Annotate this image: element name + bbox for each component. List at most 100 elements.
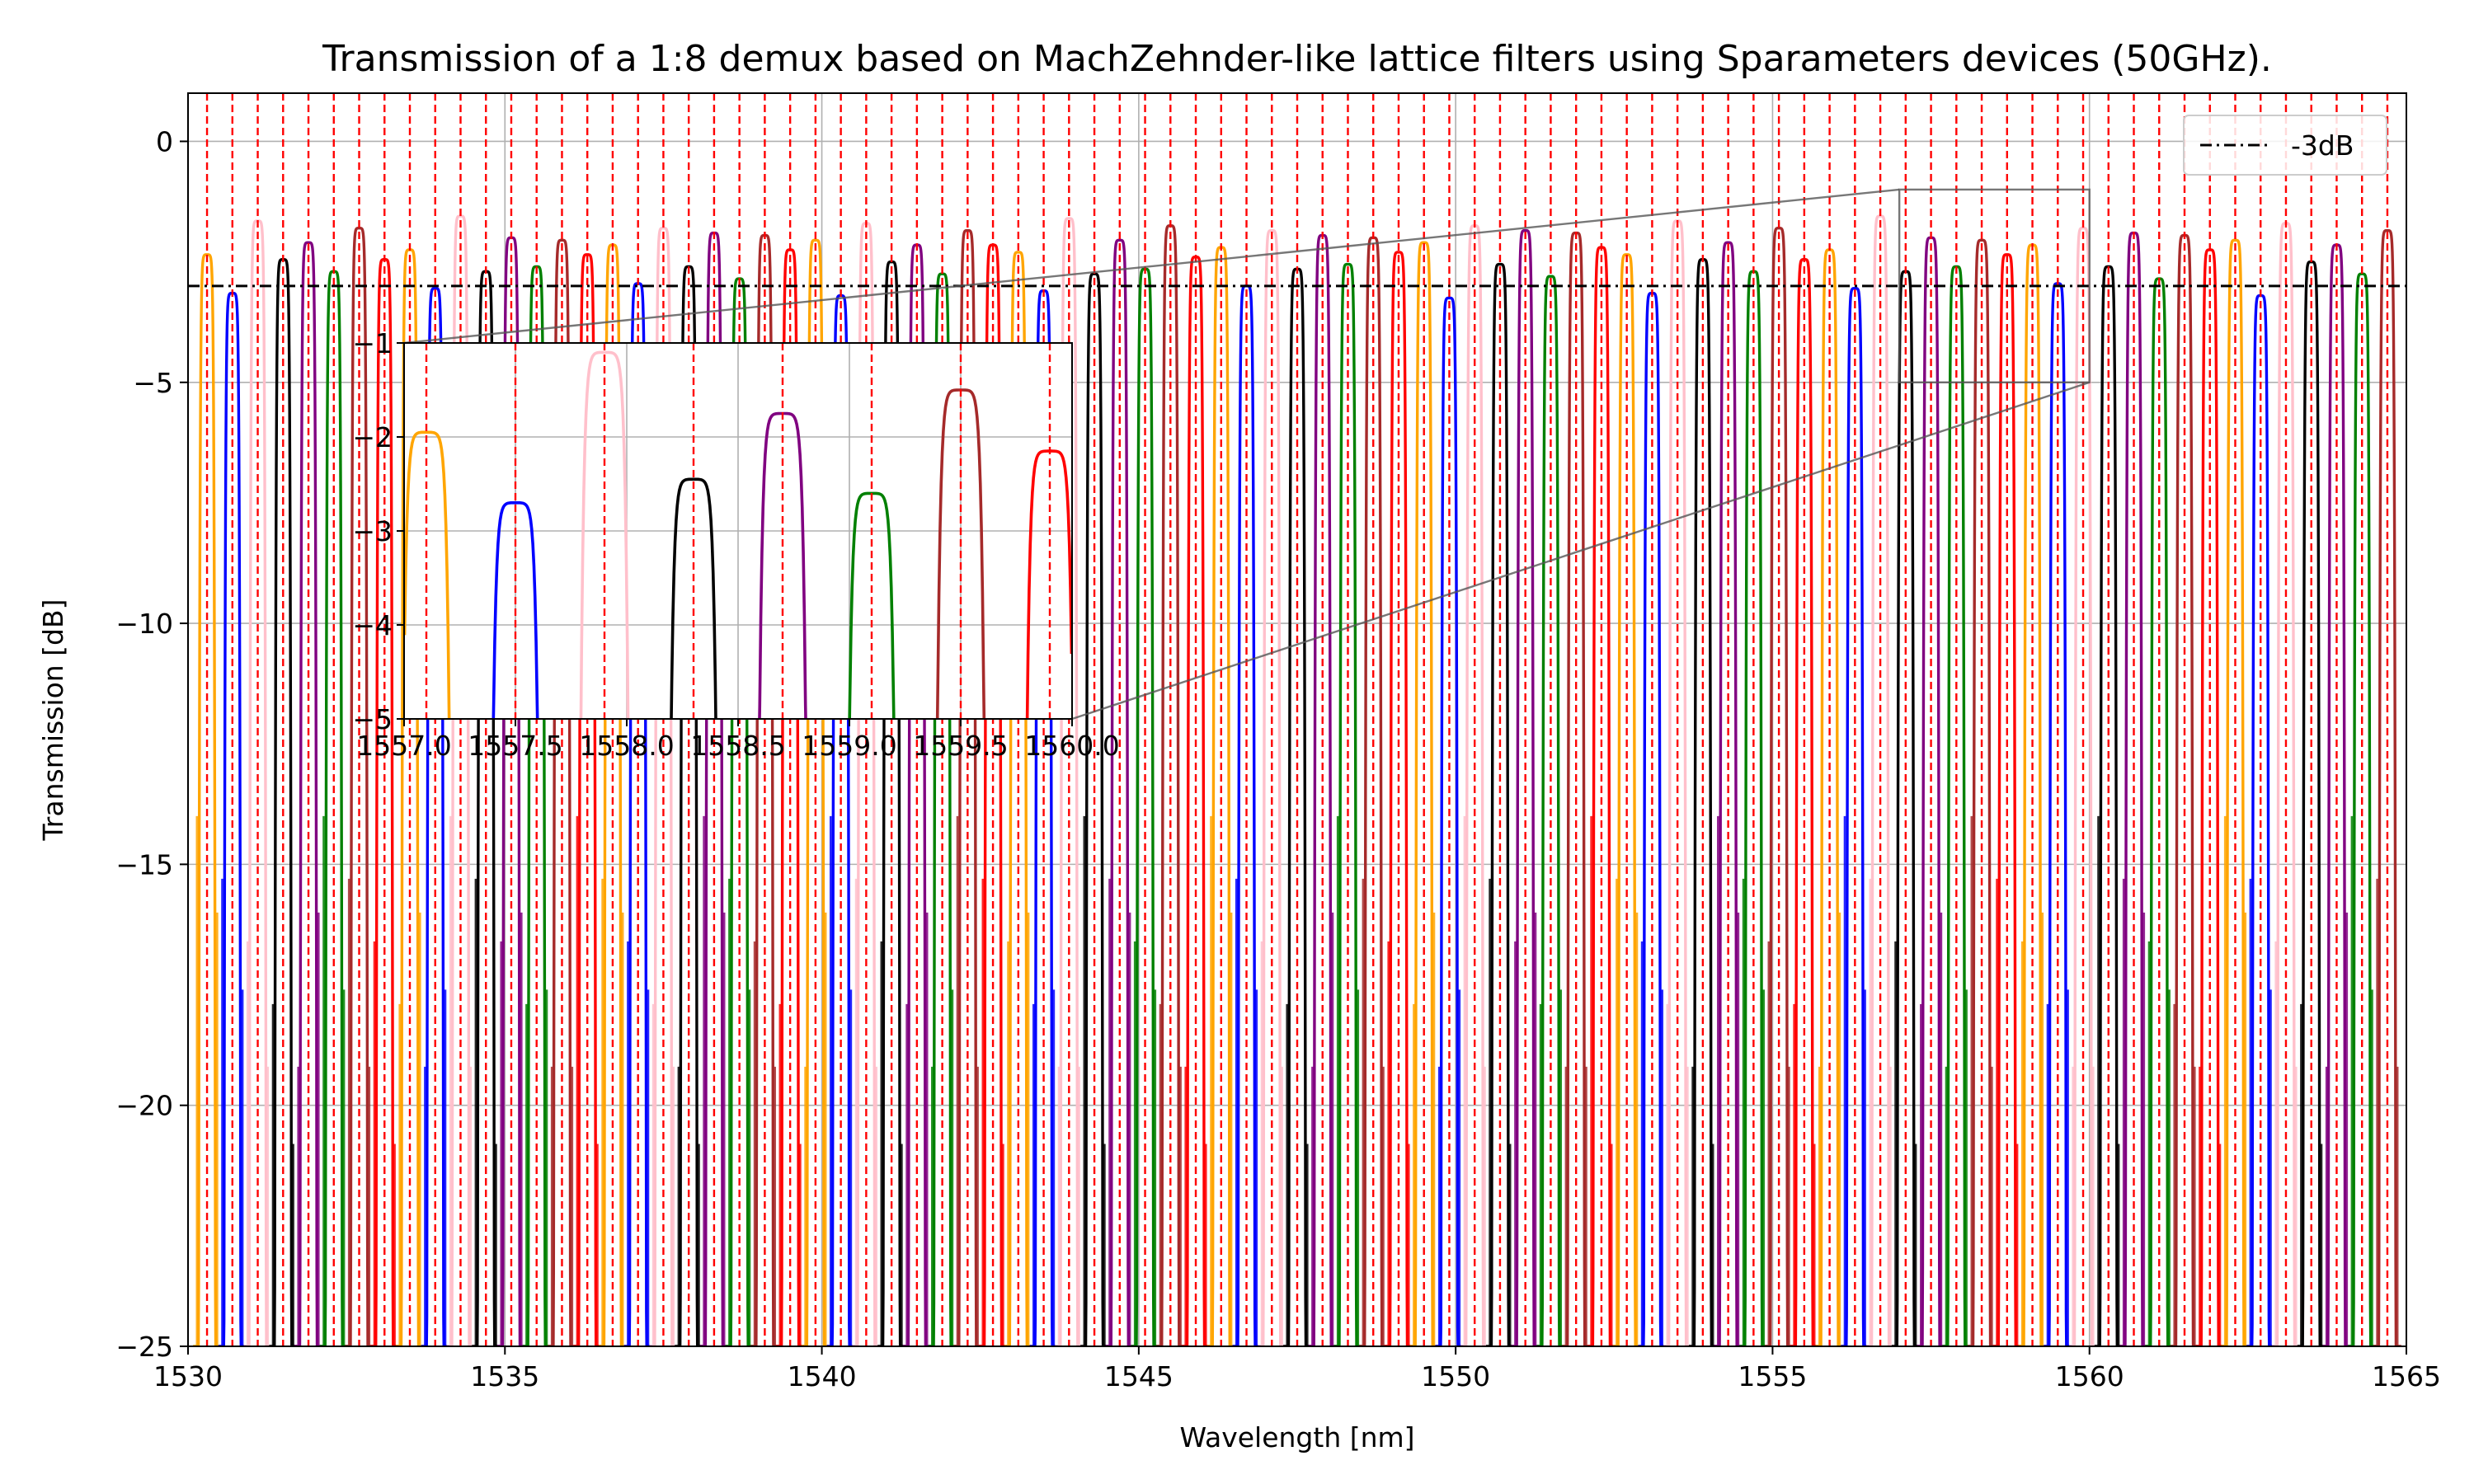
y-tick-label-0: 0: [156, 125, 173, 157]
sidelobe-36: [1108, 878, 1131, 1346]
passband-curve-35: [1080, 272, 1108, 1346]
sidelobe-80: [2223, 815, 2247, 1346]
passband-curve-9: [421, 287, 449, 1346]
y-tick-label-2: −10: [115, 608, 173, 640]
passband-curve-32: [1004, 251, 1032, 1346]
y-tick-label-5: −25: [115, 1331, 173, 1363]
y-tick-label-3: −15: [115, 848, 173, 881]
passband-curve-18: [649, 226, 678, 1346]
zoom-connector-bottom: [1071, 381, 2091, 721]
sidelobe-76: [2122, 878, 2146, 1346]
inset-x-tick-label-3: 1558.5: [690, 730, 785, 762]
sidelobe-63: [1793, 1003, 1816, 1346]
sidelobe-69: [1945, 989, 1968, 1346]
inset-y-tick-label-3: −4: [352, 609, 393, 641]
sidelobe-18: [651, 1003, 675, 1346]
sidelobe-19: [677, 1066, 700, 1346]
sidelobe-24: [804, 912, 827, 1346]
sidelobe-5: [322, 815, 346, 1346]
sidelobe-39: [1184, 1066, 1207, 1346]
x-tick-label-7: 1565: [2372, 1360, 2441, 1392]
sidelobe-29: [931, 989, 954, 1346]
y-axis-label: Transmission [dB]: [37, 599, 69, 841]
passband-curve-29: [928, 272, 957, 1346]
sidelobe-68: [1920, 912, 1943, 1346]
sidelobe-12: [500, 912, 523, 1346]
sidelobe-1: [221, 878, 244, 1346]
sidelobe-6: [347, 878, 371, 1346]
sidelobe-59: [1691, 1066, 1714, 1346]
inset-x-tick-label-0: 1557.0: [356, 730, 451, 762]
x-tick-label-6: 1560: [2055, 1360, 2124, 1392]
sidelobe-51: [1489, 878, 1512, 1346]
passband-curve-56: [1612, 253, 1641, 1346]
sidelobe-67: [1894, 941, 1917, 1346]
sidelobe-47: [1387, 941, 1410, 1346]
x-tick-label-3: 1545: [1104, 1360, 1174, 1392]
sidelobe-55: [1590, 815, 1613, 1346]
zoom-indicator: [403, 188, 2091, 721]
inset-plot: 1557.0 1557.5 1558.0 1558.5 1559.0 1559.5 1560…: [352, 327, 1119, 762]
inset-y-tick-label-1: −2: [352, 421, 393, 453]
x-tick-label-0: 1530: [153, 1360, 223, 1392]
sidelobe-4: [297, 912, 320, 1346]
sidelobe-13: [525, 989, 548, 1346]
sidelobe-17: [627, 941, 650, 1346]
sidelobe-82: [2274, 941, 2298, 1346]
sidelobe-83: [2300, 1003, 2323, 1346]
inset-curve-1: [492, 501, 539, 719]
inset-y-tick-label-4: −5: [352, 703, 393, 735]
inset-axis-ticks: 1557.0 1557.5 1558.0 1558.5 1559.0 1559.5 1560…: [352, 327, 1119, 762]
sidelobe-49: [1437, 989, 1461, 1346]
x-tick-label-1: 1535: [470, 1360, 539, 1392]
sidelobe-41: [1235, 878, 1258, 1346]
sidelobe-77: [2147, 941, 2171, 1346]
sidelobe-31: [981, 878, 1004, 1346]
inset-y-tick-label-0: −1: [352, 327, 393, 359]
sidelobe-62: [1767, 941, 1790, 1346]
sidelobe-86: [2376, 878, 2399, 1346]
sidelobe-11: [474, 878, 497, 1346]
sidelobe-71: [1996, 878, 2019, 1346]
inset-y-tick-label-2: −3: [352, 515, 393, 547]
sidelobe-27: [880, 941, 903, 1346]
sidelobe-78: [2173, 1003, 2196, 1346]
x-tick-label-2: 1540: [788, 1360, 857, 1392]
passband-curve-30: [953, 228, 982, 1346]
main-axis-ticks: 1530 1535 1540 1545 1550 1555 1560 1565 0 −5 −10 −1…: [115, 125, 2441, 1392]
inset-x-tick-label-2: 1558.0: [579, 730, 674, 762]
passband-curve-70: [1968, 238, 1996, 1346]
main-axes-frame: [187, 92, 2407, 1347]
sidelobe-14: [550, 1066, 574, 1346]
sidelobe-81: [2249, 878, 2272, 1346]
sidelobe-66: [1869, 878, 1892, 1346]
inset-curve-3: [670, 477, 717, 719]
passband-curve-71: [1992, 253, 2021, 1346]
sidelobe-33: [1032, 989, 1056, 1346]
sidelobe-42: [1260, 941, 1283, 1346]
sidelobe-53: [1539, 989, 1562, 1346]
inset-x-tick-label-4: 1559.0: [802, 730, 896, 762]
passband-curve-60: [1714, 241, 1743, 1346]
sidelobe-9: [424, 989, 447, 1346]
inset-x-tick-label-5: 1559.5: [913, 730, 1008, 762]
sidelobe-32: [1007, 912, 1030, 1346]
sidelobe-61: [1742, 878, 1765, 1346]
sidelobe-23: [778, 1003, 802, 1346]
inset-curve-0: [404, 430, 451, 719]
sidelobe-43: [1286, 1003, 1309, 1346]
sidelobe-20: [703, 815, 726, 1346]
sidelobe-26: [854, 878, 877, 1346]
sidelobe-72: [2020, 912, 2044, 1346]
sidelobe-34: [1057, 1066, 1080, 1346]
passband-curve-4: [294, 241, 322, 1346]
sidelobe-52: [1514, 912, 1537, 1346]
sidelobe-15: [576, 815, 599, 1346]
y-tick-label-4: −20: [115, 1090, 173, 1122]
passband-curve-6: [345, 226, 374, 1346]
sidelobe-35: [1083, 815, 1106, 1346]
sidelobe-50: [1463, 815, 1486, 1346]
passband-curve-86: [2373, 228, 2401, 1346]
